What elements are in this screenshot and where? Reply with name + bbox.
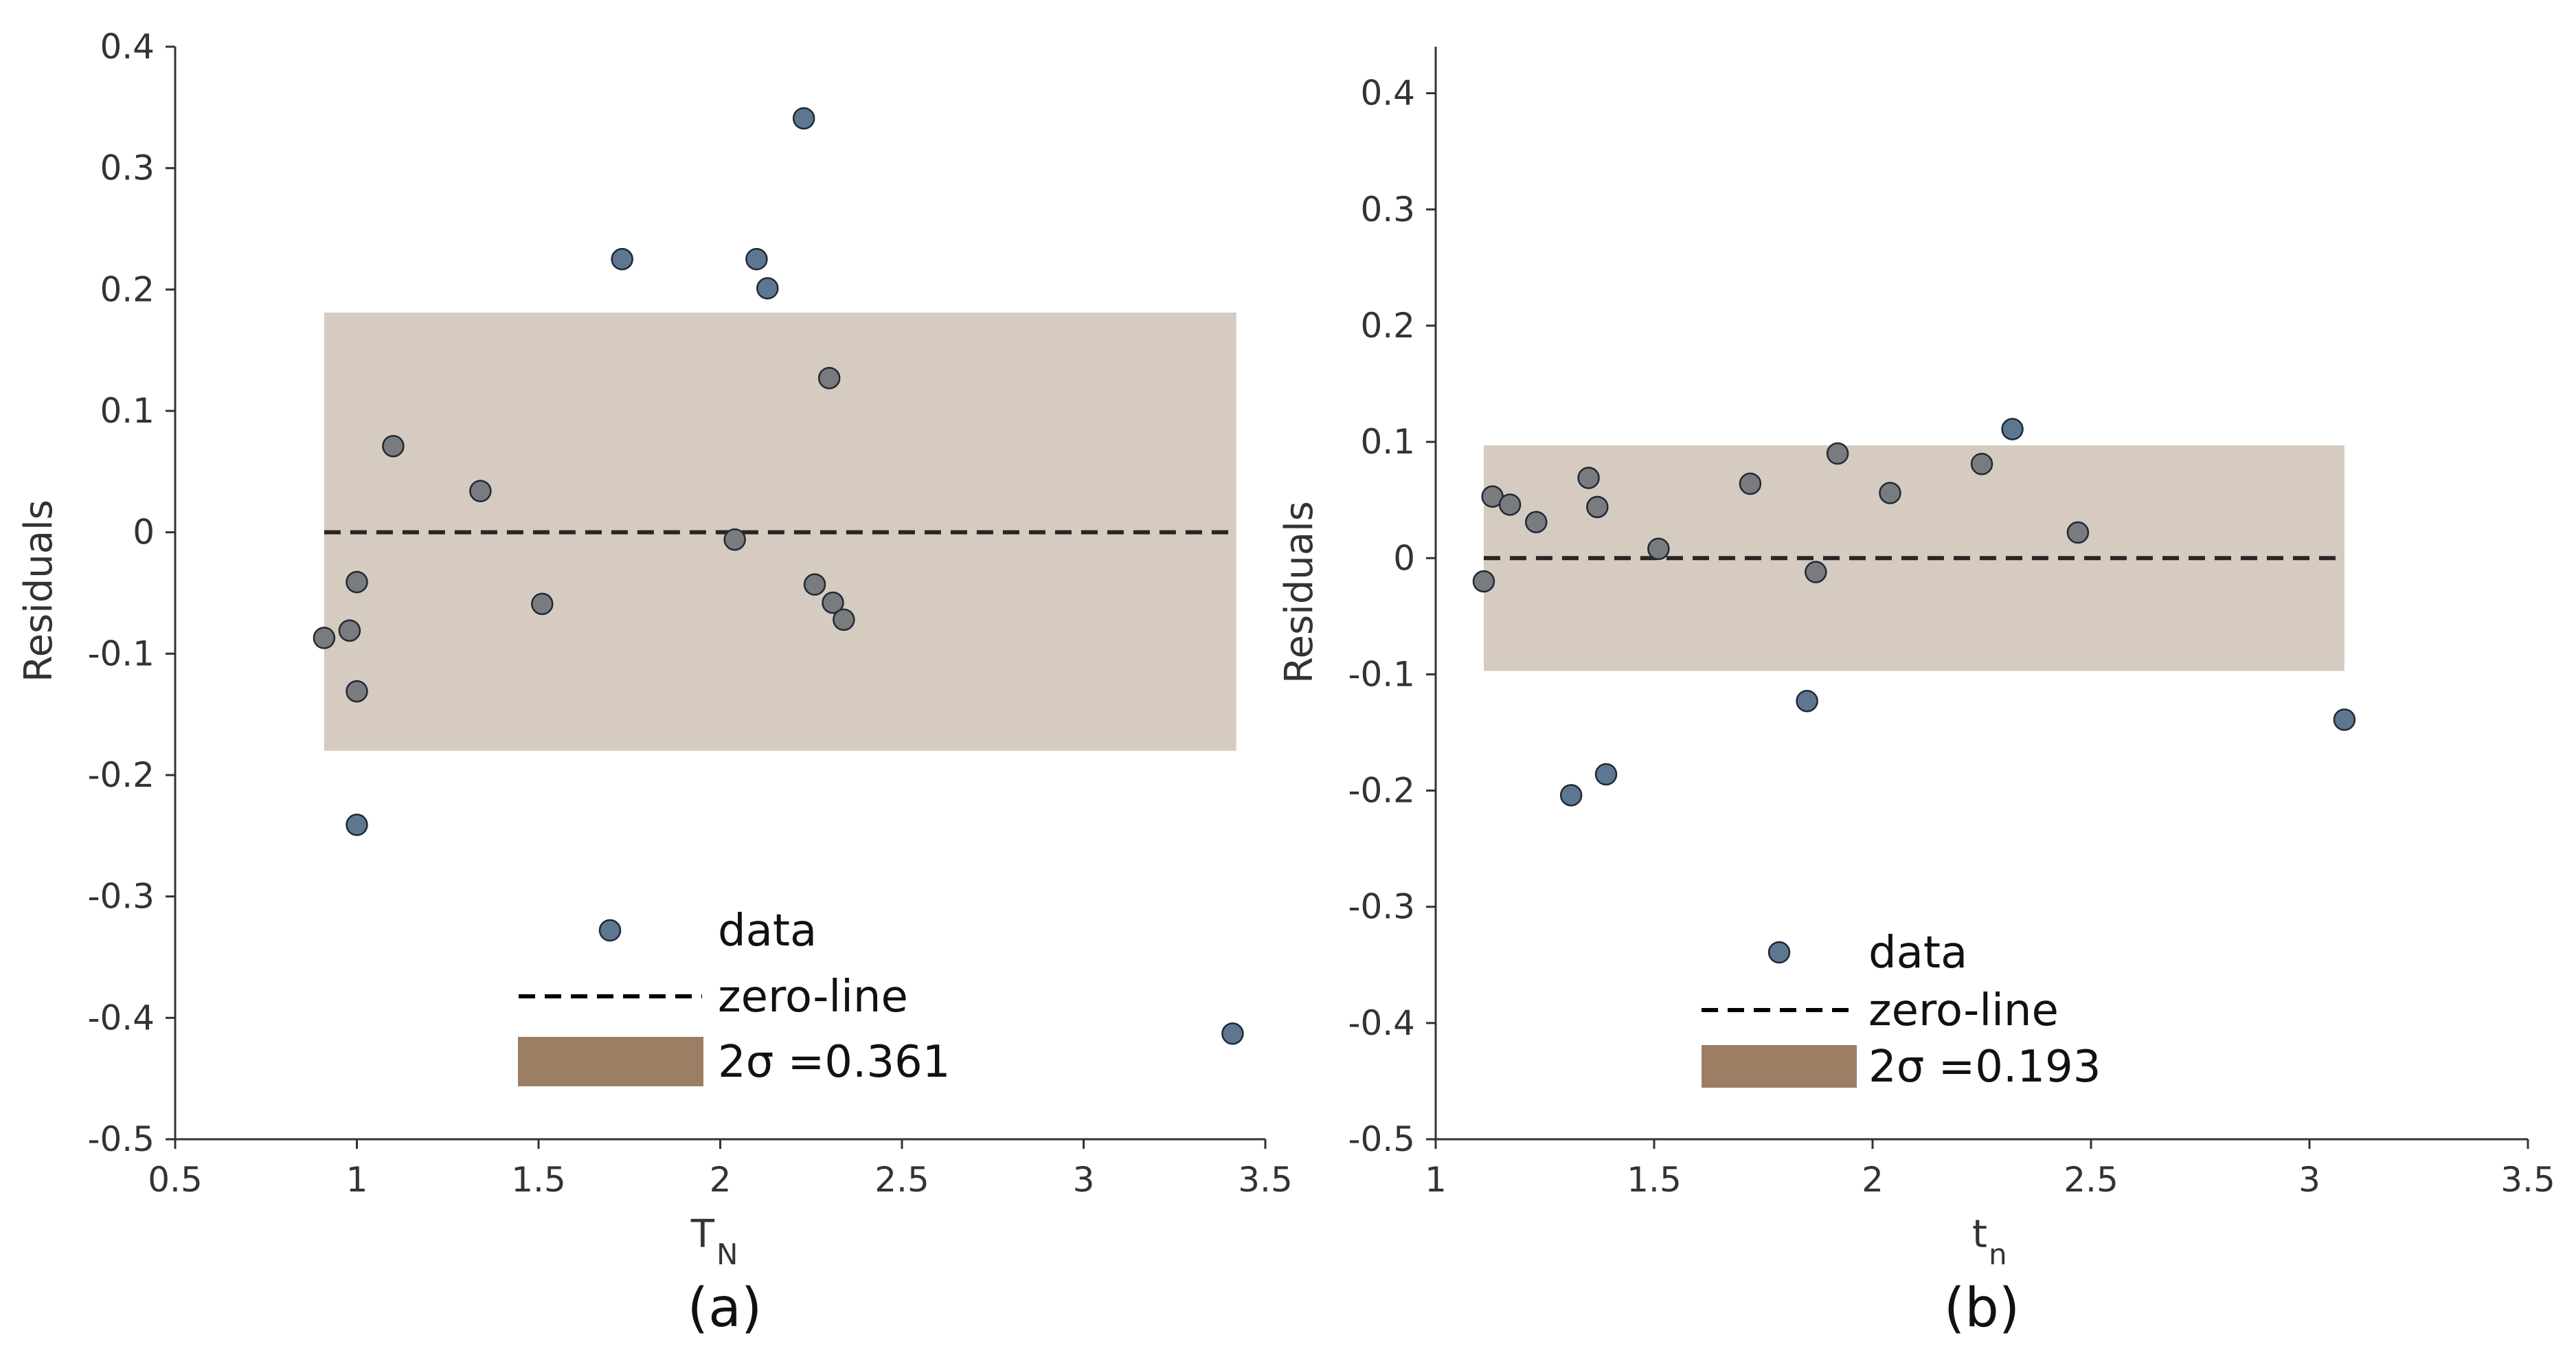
data-point-b (2333, 708, 2356, 731)
data-point-a (382, 434, 405, 458)
data-point-b (1472, 570, 1495, 593)
y-tick-label-b: -0.3 (1348, 887, 1415, 927)
data-point-a (346, 570, 368, 594)
x-tick-label-b: 3.5 (2500, 1160, 2555, 1200)
y-tick-label-a: -0.2 (87, 755, 155, 795)
y-tick-label-a: 0.4 (100, 27, 155, 67)
data-point-a (1221, 1022, 1244, 1045)
legend-marker-data-b (1767, 941, 1791, 964)
x-tick-label-a: 3.5 (1238, 1160, 1293, 1200)
panel-label-a: (a) (688, 1277, 762, 1339)
y-tick-label-a: -0.3 (87, 877, 155, 917)
legend-b: data zero-line 2σ =0.193 (1702, 928, 2101, 1093)
data-point-b (1805, 561, 1827, 583)
x-tick-label-b: 1.5 (1627, 1160, 1682, 1200)
data-point-b (1739, 472, 1762, 495)
y-tick-label-b: -0.1 (1348, 654, 1415, 694)
data-point-b (1796, 690, 1818, 713)
y-tick-label-b: 0.1 (1360, 422, 1415, 462)
data-points-b (1472, 418, 2356, 807)
data-point-b (1826, 442, 1849, 465)
data-point-a (792, 107, 815, 130)
y-axis-label-a: Residuals (16, 500, 61, 682)
x-axis-label-sub-a: N (716, 1238, 738, 1271)
data-point-a (313, 627, 336, 649)
x-tick-label-a: 2.5 (874, 1160, 929, 1200)
panel-a: 0.4 0.3 0.2 0.1 0 -0.1 -0.2 -0.3 -0.4 -0.5 0.5 1 1.… (16, 27, 1293, 1339)
y-ticks-a: 0.4 0.3 0.2 0.1 0 -0.1 -0.2 -0.3 -0.4 -0.5 (87, 27, 175, 1159)
data-point-b (2066, 521, 2090, 544)
legend-label-data-a: data (718, 906, 817, 956)
data-point-a (469, 480, 492, 502)
y-tick-label-b: -0.5 (1348, 1119, 1415, 1159)
y-tick-label-b: 0.4 (1360, 74, 1415, 113)
x-tick-label-b: 2 (1862, 1160, 1884, 1200)
data-point-a (833, 608, 855, 631)
data-point-a (531, 592, 554, 616)
data-points-a (313, 107, 1244, 1045)
data-point-b (1586, 495, 1609, 519)
x-tick-label-b: 3 (2298, 1160, 2320, 1200)
y-tick-label-a: -0.4 (87, 998, 155, 1038)
y-tick-label-a: 0.2 (100, 269, 155, 309)
data-point-b (1594, 763, 1618, 786)
data-point-a (756, 277, 779, 300)
y-tick-label-b: 0.3 (1360, 190, 1415, 229)
legend-label-zero-line-a: zero-line (718, 972, 908, 1022)
x-axis-label-sub-b: n (1989, 1238, 2007, 1271)
y-ticks-b: 0.4 0.3 0.2 0.1 0 -0.1 -0.2 -0.3 -0.4 -0.5 (1348, 74, 1436, 1159)
data-point-b (1525, 511, 1548, 534)
y-tick-label-b: 0.2 (1360, 306, 1415, 346)
y-tick-label-a: -0.5 (87, 1119, 155, 1159)
panel-label-b: (b) (1944, 1277, 2020, 1339)
data-point-b (1559, 784, 1583, 807)
y-tick-label-a: -0.1 (87, 634, 155, 673)
y-tick-label-a: 0 (133, 513, 155, 552)
x-tick-label-a: 3 (1073, 1160, 1095, 1200)
data-point-a (822, 591, 844, 614)
x-tick-label-a: 2 (710, 1160, 732, 1200)
legend-label-band-a: 2σ =0.361 (718, 1037, 950, 1088)
legend-marker-band-b (1702, 1045, 1857, 1088)
y-tick-label-b: -0.2 (1348, 771, 1415, 811)
data-point-a (745, 247, 768, 271)
data-point-b (1498, 493, 1522, 516)
legend-label-data-b: data (1868, 928, 1967, 978)
data-point-b (1970, 452, 1993, 475)
data-point-a (346, 814, 368, 836)
data-point-a (723, 528, 746, 551)
legend-label-zero-line-b: zero-line (1868, 985, 2059, 1036)
legend-marker-band-a (518, 1037, 703, 1086)
data-point-b (1577, 467, 1600, 489)
y-axis-label-b: Residuals (1277, 501, 1322, 684)
y-tick-label-a: 0.1 (100, 391, 155, 431)
data-point-a (346, 680, 368, 703)
panel-b: 0.4 0.3 0.2 0.1 0 -0.1 -0.2 -0.3 -0.4 -0.5 1 1.5 2 2… (1277, 47, 2555, 1339)
data-point-b (2001, 418, 2024, 440)
x-tick-label-a: 0.5 (148, 1160, 203, 1200)
legend-a: data zero-line 2σ =0.361 (518, 906, 950, 1088)
x-axis-label-a: T (690, 1212, 715, 1257)
data-point-a (803, 573, 826, 596)
x-ticks-a: 0.5 1 1.5 2 2.5 3 3.5 (148, 1139, 1293, 1200)
y-tick-label-b: -0.4 (1348, 1003, 1415, 1043)
data-point-b (1647, 537, 1670, 560)
x-axis-label-b: t (1972, 1212, 1987, 1257)
data-point-a (817, 367, 841, 390)
y-tick-label-b: 0 (1393, 538, 1415, 578)
x-tick-label-a: 1.5 (511, 1160, 566, 1200)
x-ticks-b: 1 1.5 2 2.5 3 3.5 (1425, 1139, 2555, 1200)
data-point-a (611, 247, 633, 271)
y-tick-label-a: 0.3 (100, 148, 155, 188)
x-tick-label-b: 2.5 (2064, 1160, 2119, 1200)
legend-marker-data-a (598, 919, 622, 942)
legend-label-band-b: 2σ =0.193 (1868, 1042, 2101, 1093)
x-tick-label-a: 1 (346, 1160, 368, 1200)
data-point-a (338, 619, 361, 642)
data-point-b (1879, 482, 1901, 504)
x-tick-label-b: 1 (1425, 1160, 1447, 1200)
